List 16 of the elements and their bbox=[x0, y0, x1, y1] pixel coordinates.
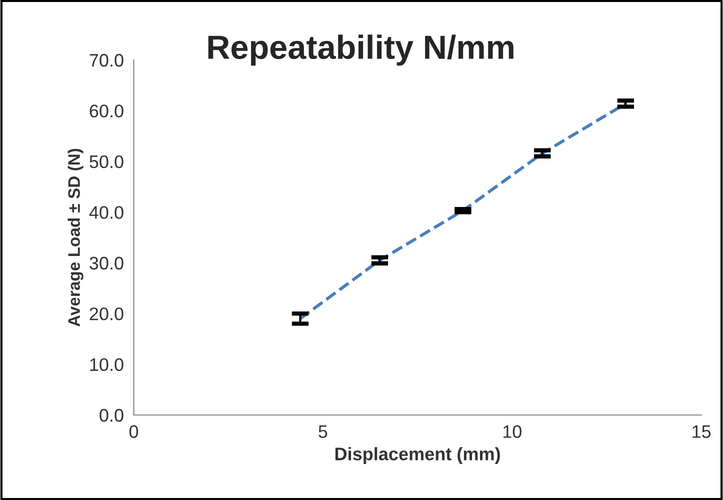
x-axis-title: Displacement (mm) bbox=[335, 447, 500, 464]
x-tick-label: 15 bbox=[692, 425, 711, 438]
x-tick-label: 10 bbox=[503, 425, 522, 438]
y-tick-label: 50.0 bbox=[90, 155, 124, 168]
y-tick-label: 20.0 bbox=[90, 308, 124, 320]
y-tick-label: 0.0 bbox=[100, 408, 124, 422]
line-series bbox=[298, 102, 628, 320]
y-tick-label: 40.0 bbox=[89, 206, 124, 219]
y-tick-label: 70.0 bbox=[90, 54, 124, 67]
x-tick-label: 5 bbox=[318, 425, 328, 438]
x-tick-label: 0 bbox=[129, 425, 138, 438]
y-tick-label: 30.0 bbox=[90, 256, 124, 270]
chart-title: Repeatability N/mm bbox=[208, 34, 514, 66]
y-tick-label: 60.0 bbox=[90, 104, 124, 118]
y-axis-title: Average Load ± SD (N) bbox=[68, 148, 84, 327]
y-tick-label: 10.0 bbox=[90, 358, 124, 372]
